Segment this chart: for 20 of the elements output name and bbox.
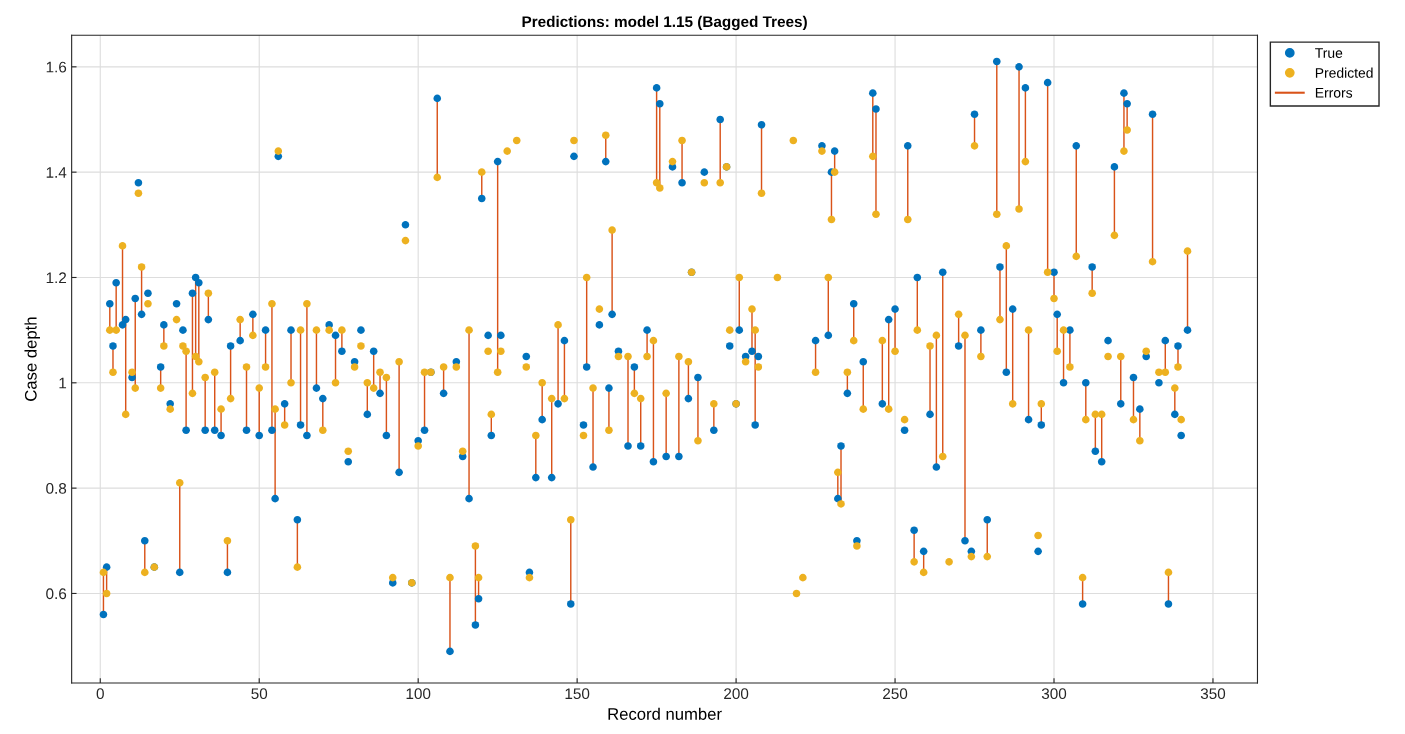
legend-label: True <box>1315 48 1343 58</box>
y-axis-title: Case depth <box>24 317 40 401</box>
chart-title: Predictions: model 1.15 (Bagged Trees) <box>522 15 807 31</box>
x-tick-label: 0 <box>96 688 104 700</box>
x-tick-label: 150 <box>565 688 590 700</box>
legend-label: Predicted <box>1315 67 1373 78</box>
x-tick-label: 300 <box>1041 688 1067 700</box>
x-axis-title: Record number <box>608 707 722 720</box>
x-tick-label: 100 <box>406 688 431 700</box>
y-tick-label: 1.6 <box>46 61 67 73</box>
y-tick-label: 1.2 <box>46 272 67 284</box>
legend-label: Errors <box>1315 88 1353 98</box>
x-tick-label: 350 <box>1200 688 1226 700</box>
x-tick-label: 200 <box>724 688 749 700</box>
y-tick-label: 1.4 <box>46 167 67 178</box>
x-tick-label: 250 <box>883 688 908 700</box>
y-tick-label: 0.6 <box>46 588 67 600</box>
x-tick-label: 50 <box>251 688 268 700</box>
y-tick-label: 0.8 <box>46 483 67 494</box>
y-tick-label: 1 <box>59 377 67 389</box>
